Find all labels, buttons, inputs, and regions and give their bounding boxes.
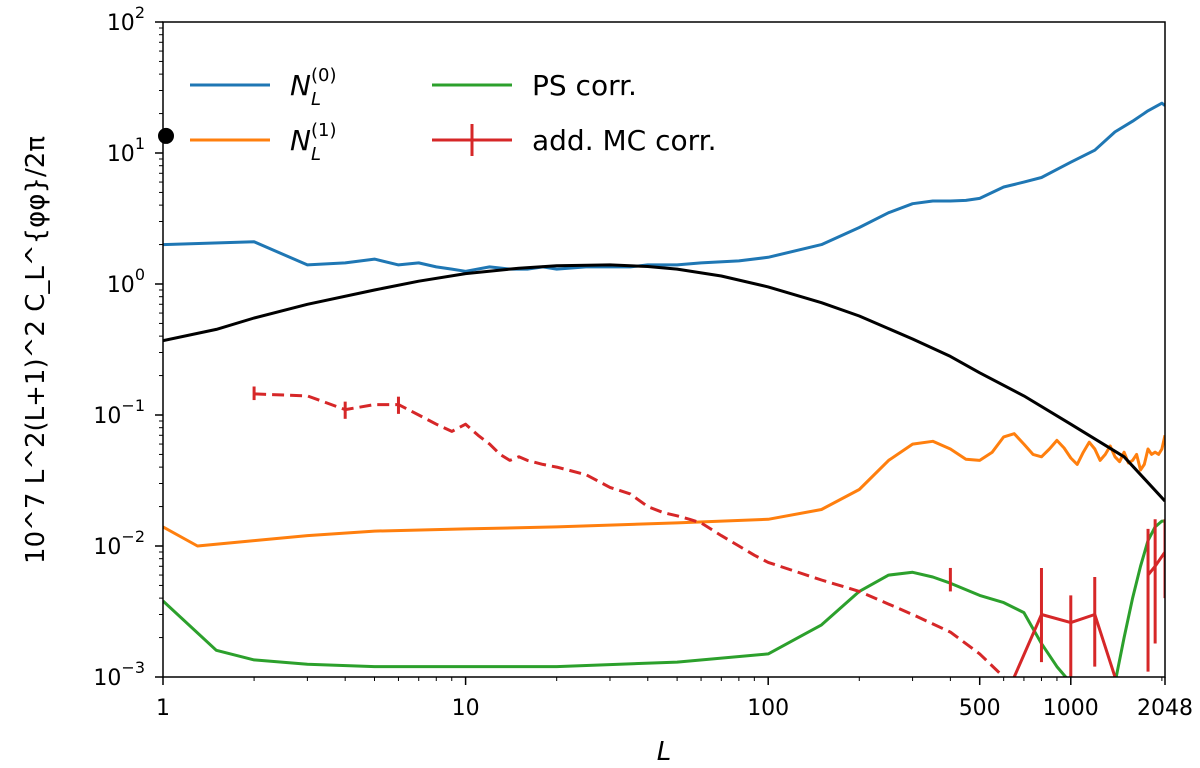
series-MC (254, 392, 1005, 677)
series-N0 (163, 101, 1165, 273)
x-tick-label: 500 (959, 696, 1001, 721)
y-axis-label: 10^7 L^2(L+1)^2 C_L^{φφ}/2π (21, 136, 51, 564)
legend-label: PS corr. (532, 69, 637, 102)
series-line-Theory (163, 263, 1165, 503)
y-tick-label: 100 (107, 265, 145, 298)
series-line-PS (163, 570, 1068, 677)
y-axis-label-text: 10^7 L^2(L+1)^2 C_L^{φφ}/2π (21, 136, 51, 564)
x-tick-label: 1 (156, 696, 170, 721)
legend-item: NL(0) (190, 65, 336, 110)
legend: NL(0) NL(1) PS corr. add. MC corr. (190, 65, 717, 165)
legend-item: add. MC corr. (432, 124, 717, 157)
x-tick-label: 100 (747, 696, 789, 721)
x-axis-label: L (657, 737, 672, 767)
series-MC_tail (1012, 551, 1165, 677)
y-tick-label: 10−3 (93, 658, 145, 691)
marker-point (158, 127, 174, 144)
axis-layer: 1 10 100 500 1000 2048 10−3 10−2 10−1 100 101 102 (93, 3, 1193, 721)
legend-label: NL(1) (290, 120, 336, 165)
x-tick-label: 2048 (1137, 696, 1193, 721)
plot-frame (162, 21, 1166, 678)
series-Theory (163, 263, 1165, 503)
series-line-N1 (163, 432, 1165, 548)
series-N1 (163, 432, 1165, 548)
y-tick-label: 10−1 (93, 396, 145, 429)
y-tick-label: 101 (107, 134, 145, 167)
y-tick-label: 10−2 (93, 527, 145, 560)
x-tick-label: 10 (452, 696, 480, 721)
series-line-MC (254, 392, 1005, 677)
series-line-N0 (163, 101, 1165, 273)
legend-label: add. MC corr. (532, 124, 717, 157)
y-tick-label: 102 (107, 3, 145, 36)
x-tick-label: 1000 (1043, 696, 1099, 721)
series-line-PS (1114, 519, 1165, 677)
series-layer (163, 101, 1165, 677)
legend-item: NL(1) (190, 120, 336, 165)
legend-label: NL(0) (290, 65, 336, 110)
series-PS (163, 519, 1165, 677)
legend-item: PS corr. (432, 69, 637, 102)
